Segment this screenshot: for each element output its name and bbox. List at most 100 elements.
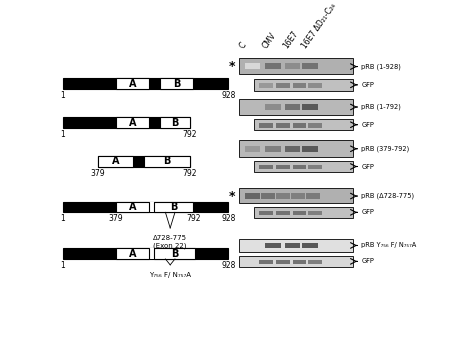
Text: 1: 1: [61, 91, 65, 100]
Bar: [292, 123, 307, 127]
Bar: [254, 161, 353, 172]
Bar: [254, 119, 353, 131]
Bar: [308, 211, 322, 215]
Bar: [259, 260, 273, 264]
Text: A: A: [129, 248, 137, 259]
Bar: [285, 146, 300, 152]
Text: 928: 928: [221, 215, 236, 224]
Bar: [276, 123, 290, 127]
Bar: [276, 211, 290, 215]
Bar: [301, 63, 318, 70]
Text: A: A: [111, 156, 119, 166]
Text: 16E7: 16E7: [282, 29, 300, 50]
Text: B: B: [170, 202, 177, 212]
Text: 379: 379: [109, 215, 124, 224]
Bar: [246, 146, 260, 152]
Text: 928: 928: [221, 261, 236, 270]
Text: pRB (379-792): pRB (379-792): [361, 146, 410, 152]
Bar: [149, 78, 160, 89]
Bar: [285, 243, 300, 248]
Bar: [259, 211, 273, 215]
Text: 379: 379: [91, 169, 105, 178]
Bar: [154, 202, 193, 212]
Bar: [276, 83, 290, 88]
Text: A: A: [129, 202, 137, 212]
Text: B: B: [163, 156, 170, 166]
Text: 16E7 ΔD₂₁-C₂₄: 16E7 ΔD₂₁-C₂₄: [300, 1, 337, 50]
Text: 928: 928: [221, 91, 236, 100]
Text: *: *: [229, 60, 236, 73]
Bar: [149, 202, 154, 212]
Text: GFP: GFP: [361, 209, 374, 215]
Bar: [63, 118, 190, 128]
Text: CMV: CMV: [261, 31, 278, 50]
Text: C: C: [238, 41, 248, 50]
Bar: [301, 146, 318, 152]
Bar: [276, 260, 290, 264]
Text: B: B: [171, 248, 178, 259]
Bar: [160, 118, 190, 128]
Bar: [276, 193, 290, 199]
Bar: [149, 248, 154, 259]
Bar: [254, 79, 353, 91]
Text: B: B: [171, 118, 179, 128]
Text: 1: 1: [61, 131, 65, 139]
Text: GFP: GFP: [361, 163, 374, 169]
Bar: [292, 165, 307, 169]
Bar: [308, 260, 322, 264]
Bar: [63, 248, 228, 259]
Bar: [292, 193, 305, 199]
Bar: [254, 206, 353, 218]
Bar: [308, 165, 322, 169]
Bar: [239, 99, 353, 115]
Bar: [265, 243, 282, 248]
Text: 1: 1: [61, 261, 65, 270]
Bar: [261, 193, 274, 199]
Bar: [144, 156, 190, 167]
Bar: [239, 256, 353, 267]
Bar: [149, 118, 160, 128]
Bar: [308, 83, 322, 88]
Bar: [63, 78, 228, 89]
Bar: [301, 104, 318, 110]
Text: pRB (Δ728-775): pRB (Δ728-775): [361, 193, 414, 199]
Text: Δ728-775
(Exon 22): Δ728-775 (Exon 22): [153, 235, 187, 249]
Bar: [116, 78, 149, 89]
Text: pRB (1-928): pRB (1-928): [361, 63, 401, 70]
Bar: [306, 193, 320, 199]
Text: pRB Y₇₅₆ F/ N₇₅₇A: pRB Y₇₅₆ F/ N₇₅₇A: [361, 243, 417, 248]
Text: 792: 792: [186, 215, 201, 224]
Bar: [301, 243, 318, 248]
Bar: [239, 140, 353, 156]
Bar: [246, 63, 260, 70]
Bar: [265, 63, 282, 70]
Bar: [265, 146, 282, 152]
Text: A: A: [129, 118, 137, 128]
Bar: [239, 58, 353, 74]
Text: *: *: [229, 190, 236, 203]
Text: A: A: [129, 79, 137, 89]
Bar: [265, 104, 282, 110]
Bar: [239, 239, 353, 252]
Bar: [160, 78, 193, 89]
Text: 1: 1: [61, 215, 65, 224]
Bar: [116, 202, 149, 212]
Text: GFP: GFP: [361, 82, 374, 88]
Text: 792: 792: [182, 169, 197, 178]
Bar: [285, 63, 300, 70]
Bar: [116, 118, 149, 128]
Bar: [154, 248, 195, 259]
Text: GFP: GFP: [361, 258, 374, 264]
Bar: [133, 156, 144, 167]
Bar: [116, 248, 149, 259]
Bar: [239, 188, 353, 203]
Bar: [308, 123, 322, 127]
Text: pRB (1-792): pRB (1-792): [361, 104, 401, 110]
Bar: [259, 83, 273, 88]
Bar: [292, 260, 307, 264]
Bar: [98, 156, 133, 167]
Bar: [63, 202, 228, 212]
Bar: [98, 156, 190, 167]
Bar: [259, 165, 273, 169]
Bar: [259, 123, 273, 127]
